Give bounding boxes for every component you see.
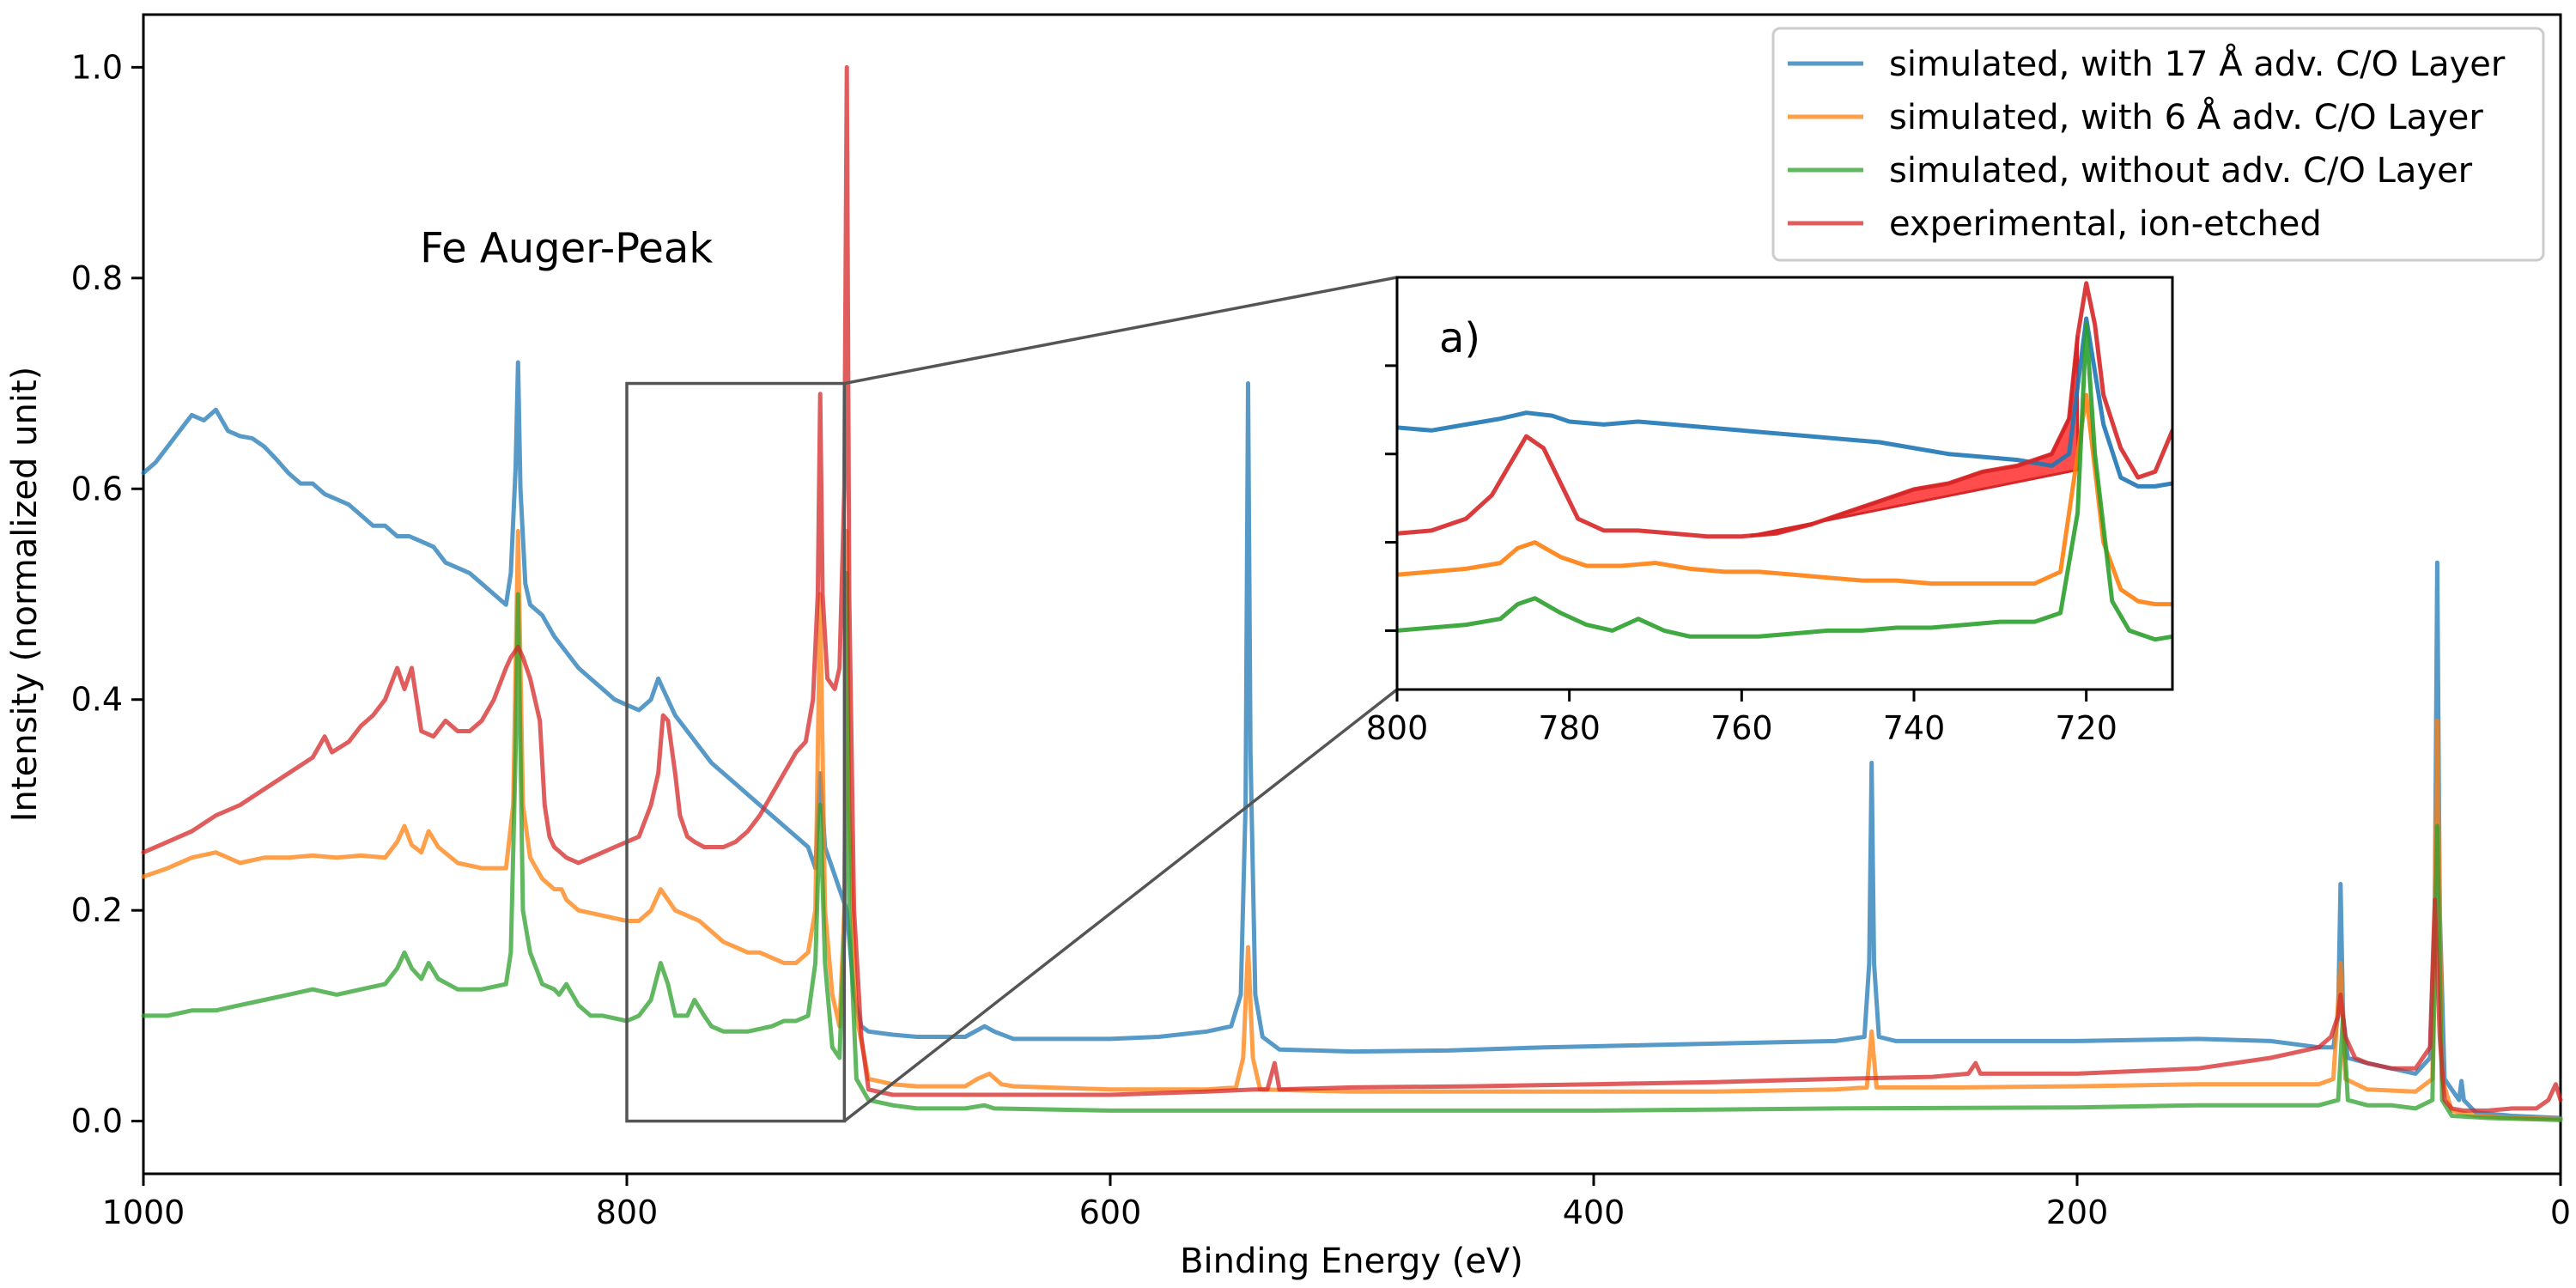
inset-panel-label: a)	[1439, 314, 1480, 362]
main-line-simulated-without-adv-c-o-layer	[141, 571, 2563, 1122]
x-tick-label: 800	[596, 1194, 659, 1231]
inset-line-simulated-without-adv-c-o-layer	[1397, 322, 2172, 642]
main-series-group	[141, 64, 2563, 1122]
inset-x-ticks: 800 780 760 740 720	[1366, 690, 2117, 747]
legend-box	[1771, 27, 2545, 262]
x-tick-label: 200	[2046, 1194, 2109, 1231]
y-tick-label: 0.4	[71, 681, 123, 719]
main-line-simulated-with-17-adv-c-o-layer	[141, 360, 2563, 1121]
inset-background	[1397, 277, 2172, 690]
inset-x-tick-label: 720	[2055, 709, 2117, 747]
inset-x-tick-label: 760	[1710, 709, 1773, 747]
inset-line-simulated-with-17-adv-c-o-layer	[1397, 316, 2172, 489]
y-tick-label: 0.0	[71, 1103, 123, 1140]
y-tick-label: 0.2	[71, 891, 123, 929]
legend-label-simulated-without-adv-c-o-layer: simulated, without adv. C/O Layer	[1889, 151, 2473, 191]
x-tick-label: 0	[2550, 1194, 2571, 1231]
inset-x-tick-label: 800	[1366, 709, 1429, 747]
x-tick-label: 600	[1079, 1194, 1142, 1231]
main-plot-frame	[142, 13, 2562, 1176]
inset-x-tick-label: 780	[1538, 709, 1601, 747]
x-axis-title: Binding Energy (eV)	[1180, 1242, 1523, 1281]
main-x-ticks: 1000 800 600 400 200 0	[102, 1174, 2571, 1231]
legend-label-simulated-with-6-adv-c-o-layer: simulated, with 6 Å adv. C/O Layer	[1889, 96, 2483, 137]
main-line-simulated-with-6-adv-c-o-layer	[141, 528, 2563, 1121]
main-y-ticks: 0.0 0.2 0.4 0.6 0.8 1.0	[71, 48, 143, 1140]
legend: simulated, with 17 Å adv. C/O Layer simul…	[1771, 27, 2545, 262]
x-tick-label: 1000	[102, 1194, 185, 1231]
x-tick-label: 400	[1563, 1194, 1625, 1231]
inset-x-tick-label: 740	[1883, 709, 1946, 747]
legend-label-experimental-ion-etched: experimental, ion-etched	[1889, 204, 2322, 244]
inset-series-group	[1397, 281, 2172, 642]
zoom-indicator	[625, 276, 1399, 1123]
y-tick-label: 0.8	[71, 259, 123, 297]
main-line-experimental-ion-etched	[141, 64, 2563, 1113]
fe-auger-peak-annotation: Fe Auger-Peak	[420, 224, 713, 272]
y-tick-label: 1.0	[71, 48, 123, 86]
zoom-connector-bottom	[843, 688, 1399, 1123]
inset-plot-frame	[1395, 276, 2174, 691]
zoom-connector-top	[844, 276, 1398, 386]
y-tick-label: 0.6	[71, 470, 123, 507]
inset-y-ticks	[1385, 364, 1397, 632]
y-axis-title: Intensity (normalized unit)	[5, 367, 45, 823]
inset-line-experimental-ion-etched	[1397, 281, 2172, 539]
legend-label-simulated-with-17-adv-c-o-layer: simulated, with 17 Å adv. C/O Layer	[1889, 43, 2506, 84]
zoom-box	[625, 381, 847, 1123]
